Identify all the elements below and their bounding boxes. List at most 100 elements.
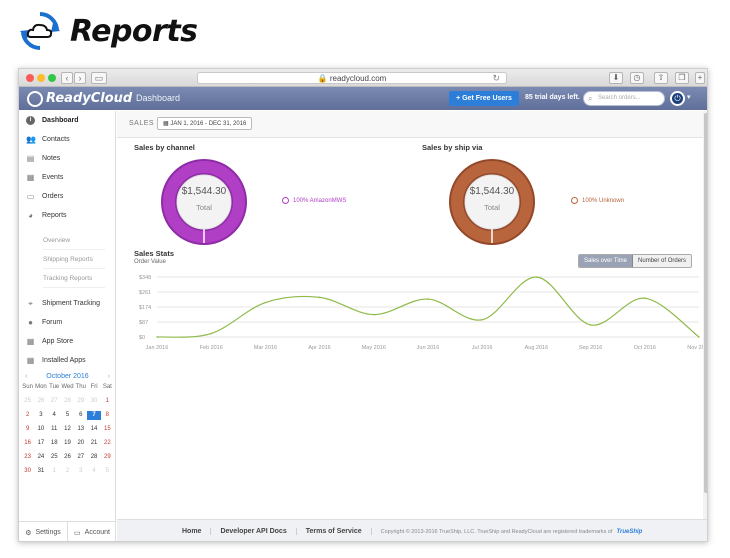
sidebar-item-label: Events <box>42 174 64 181</box>
calendar-day[interactable]: 15 <box>104 426 111 432</box>
calendar-day-next[interactable]: 3 <box>79 468 83 474</box>
get-free-users-button[interactable]: + Get Free Users <box>449 91 519 106</box>
calendar-day-prev[interactable]: 28 <box>64 398 71 404</box>
calendar-day[interactable]: 23 <box>24 454 31 460</box>
calendar-day-prev[interactable]: 27 <box>50 398 58 404</box>
sidebar-item-forum[interactable]: ● Forum <box>19 313 115 332</box>
sidebar-item-dashboard[interactable]: i Dashboard <box>19 111 115 130</box>
sidebar-item-notes[interactable]: ▤ Notes <box>19 149 115 168</box>
calendar-day-prev[interactable]: 25 <box>24 398 31 404</box>
zoom-window-button[interactable] <box>48 74 56 82</box>
calendar-day[interactable]: 18 <box>50 440 58 446</box>
date-range-picker[interactable]: ▦ JAN 1, 2016 - DEC 31, 2016 <box>157 117 253 130</box>
footer-link-home[interactable]: Home <box>173 528 212 535</box>
calendar-day[interactable]: 7 <box>87 411 101 420</box>
channel-donut-svg <box>161 159 247 245</box>
x-tick-label: Jul 2016 <box>472 345 493 351</box>
calendar-day[interactable]: 25 <box>50 454 58 460</box>
calendar-day[interactable]: 10 <box>37 426 45 432</box>
calendar-day[interactable]: 17 <box>37 440 45 446</box>
calendar-day[interactable]: 4 <box>52 412 56 418</box>
calendar-day[interactable]: 28 <box>90 454 98 460</box>
sidebar-item-app-store[interactable]: ▦ App Store <box>19 332 115 351</box>
calendar-day-next[interactable]: 4 <box>92 468 96 474</box>
calendar-day-prev[interactable]: 26 <box>37 398 45 404</box>
reload-icon[interactable]: ↻ <box>492 73 500 83</box>
scrollbar-thumb[interactable] <box>704 113 707 493</box>
data-point <box>427 298 429 300</box>
tabs-icon[interactable]: ❐ <box>675 72 689 84</box>
calendar-day[interactable]: 14 <box>90 426 98 432</box>
settings-label: Settings <box>35 529 61 536</box>
calendar-day[interactable]: 16 <box>24 440 31 446</box>
close-window-button[interactable] <box>26 74 34 82</box>
calendar-day[interactable]: 6 <box>79 412 83 418</box>
search-icon: ⌕ <box>588 94 593 103</box>
calendar-day[interactable]: 19 <box>64 440 71 446</box>
calendar-day[interactable]: 29 <box>104 454 111 460</box>
number-of-orders-tab[interactable]: Number of Orders <box>633 255 692 267</box>
sales-by-channel-donut: $1,544.30 Total <box>161 159 247 245</box>
back-icon[interactable]: ‹ <box>61 72 73 84</box>
page-title: Reports <box>70 13 198 49</box>
address-bar[interactable]: 🔒 readycloud.com ↻ <box>197 72 507 84</box>
sales-over-time-tab[interactable]: Sales over Time <box>579 255 634 267</box>
calendar-day-prev[interactable]: 29 <box>77 398 85 404</box>
sidebar-item-reports[interactable]: ◕ Reports <box>19 206 115 225</box>
settings-button[interactable]: ⚙ Settings <box>19 522 67 541</box>
sidebar-item-installed-apps[interactable]: ▦ Installed Apps <box>19 351 115 370</box>
calendar-day[interactable]: 9 <box>25 426 30 432</box>
calendar-day[interactable]: 8 <box>105 412 110 418</box>
calendar-day[interactable]: 2 <box>25 412 30 418</box>
sidebar-item-orders[interactable]: ▭ Orders <box>19 187 115 206</box>
history-icon[interactable]: ◷ <box>630 72 644 84</box>
footer-link-terms[interactable]: Terms of Service <box>297 528 372 535</box>
sidebar-toggle-icon[interactable]: ▭ <box>91 72 107 84</box>
footer-link-api-docs[interactable]: Developer API Docs <box>211 528 297 535</box>
power-icon[interactable]: ⏻ <box>670 91 685 106</box>
page-footer: Home Developer API Docs Terms of Service… <box>117 519 707 541</box>
calendar-next-icon[interactable]: › <box>107 372 110 380</box>
sales-stats-title: Sales Stats <box>134 249 175 258</box>
calendar-prev-icon[interactable]: ‹ <box>25 372 28 380</box>
minimize-window-button[interactable] <box>37 74 45 82</box>
calendar-day[interactable]: 3 <box>39 412 43 418</box>
share-icon[interactable]: ⇧ <box>654 72 668 84</box>
search-placeholder: Search orders... <box>598 95 641 101</box>
sidebar-item-events[interactable]: ▦ Events <box>19 168 115 187</box>
sidebar-item-shipment-tracking[interactable]: ⌖ Shipment Tracking <box>19 294 115 313</box>
calendar-day[interactable]: 12 <box>64 426 71 432</box>
reports-subitem-overview[interactable]: Overview <box>43 231 105 250</box>
trueship-logo[interactable]: TrueShip <box>616 528 643 535</box>
calendar-day-next[interactable]: 1 <box>52 468 56 474</box>
forward-icon[interactable]: › <box>74 72 86 84</box>
sidebar-footer: ⚙ Settings ▭ Account <box>19 521 116 541</box>
calendar-day[interactable]: 5 <box>65 412 70 418</box>
chevron-down-icon[interactable]: ▾ <box>687 94 691 101</box>
shipvia-legend-label: 100% Unknown <box>582 197 625 204</box>
calendar-day[interactable]: 13 <box>77 426 85 432</box>
calendar-day[interactable]: 1 <box>105 398 110 404</box>
calendar-day[interactable]: 22 <box>104 440 111 446</box>
calendar-day[interactable]: 20 <box>77 440 85 446</box>
calendar-day[interactable]: 24 <box>37 454 45 460</box>
search-input[interactable]: ⌕ Search orders... <box>583 91 665 106</box>
page-scrollbar[interactable] <box>703 111 707 521</box>
calendar-day-next[interactable]: 2 <box>65 468 70 474</box>
reports-subitem-tracking-reports[interactable]: Tracking Reports <box>43 269 105 288</box>
calendar-day[interactable]: 11 <box>51 426 58 432</box>
brand-logo[interactable]: ReadyCloud <box>27 90 132 107</box>
new-tab-icon[interactable]: + <box>695 72 705 84</box>
calendar-day[interactable]: 31 <box>37 468 45 474</box>
calendar-day[interactable]: 26 <box>64 454 71 460</box>
calendar-day[interactable]: 21 <box>90 440 98 446</box>
calendar-day-prev[interactable]: 30 <box>90 398 98 404</box>
download-icon[interactable]: ⬇ <box>609 72 623 84</box>
calendar-day[interactable]: 27 <box>77 454 85 460</box>
reports-subitem-shipping-reports[interactable]: Shipping Reports <box>43 250 105 269</box>
sidebar-item-contacts[interactable]: 👥 Contacts <box>19 130 115 149</box>
calendar-day-next[interactable]: 5 <box>105 468 110 474</box>
account-label: Account <box>84 529 110 536</box>
account-button[interactable]: ▭ Account <box>67 522 116 541</box>
calendar-day[interactable]: 30 <box>24 468 31 474</box>
